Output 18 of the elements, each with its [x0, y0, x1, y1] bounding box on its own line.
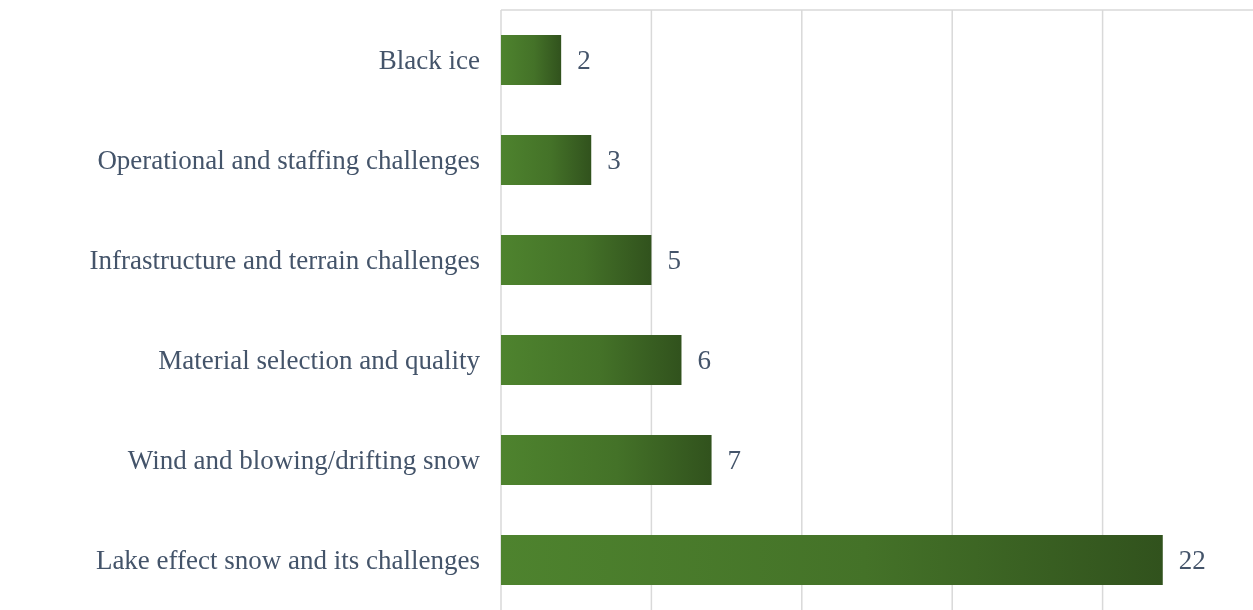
data-label: 5: [667, 245, 681, 276]
y-tick-label: Black ice: [378, 45, 481, 76]
bar: [501, 535, 1163, 585]
y-tick-label: Material selection and quality: [158, 345, 481, 376]
bar: [501, 35, 562, 85]
data-label: 2: [577, 45, 591, 76]
y-tick-label: Infrastructure and terrain challenges: [89, 245, 480, 276]
data-label: 22: [1178, 545, 1206, 576]
data-label: 6: [697, 345, 711, 376]
bar: [501, 435, 712, 485]
bar: [501, 135, 592, 185]
data-label: 3: [607, 145, 621, 176]
y-tick-label: Wind and blowing/drifting snow: [127, 445, 481, 476]
y-tick-label: Lake effect snow and its challenges: [95, 545, 480, 576]
bar: [501, 335, 682, 385]
bar: [501, 235, 652, 285]
y-tick-label: Operational and staffing challenges: [97, 145, 480, 176]
data-label: 7: [727, 445, 742, 476]
